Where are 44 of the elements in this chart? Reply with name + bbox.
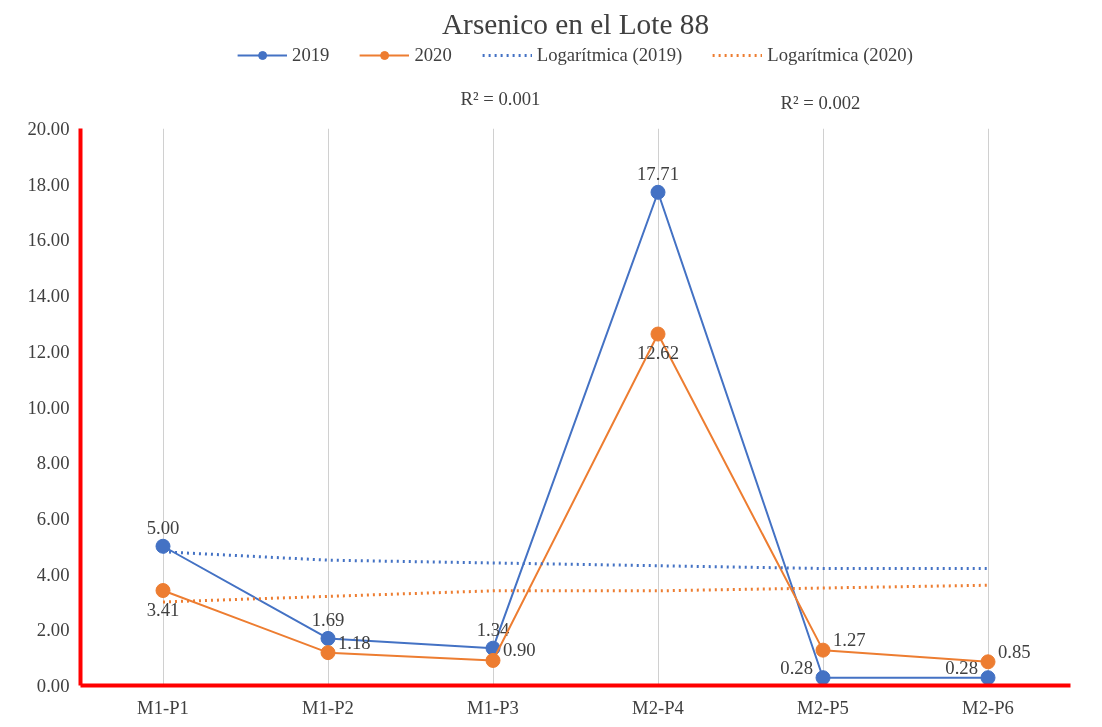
y-tick-label: 12.00: [27, 340, 70, 362]
point: [815, 642, 831, 658]
y-tick-label: 6.00: [36, 507, 70, 529]
point: [980, 654, 996, 670]
data-label: 0.28: [780, 656, 814, 678]
legend-label: Logarítmica (2020): [767, 44, 913, 66]
point: [650, 184, 666, 200]
y-tick-label: 8.00: [36, 452, 70, 474]
point: [155, 538, 171, 554]
data-label: 3.41: [146, 598, 180, 620]
y-tick-label: 0.00: [36, 675, 70, 696]
y-tick-label: 10.00: [27, 396, 70, 418]
x-tick-label: M2-P4: [632, 696, 685, 718]
data-label: 1.27: [833, 629, 866, 651]
x-tick-label: M1-P1: [137, 696, 189, 718]
chart-title: Arsenico en el Lote 88: [441, 7, 710, 40]
legend-label: 2019: [292, 44, 330, 66]
y-tick-label: 16.00: [27, 229, 70, 251]
point: [320, 645, 336, 661]
data-label: 17.71: [637, 163, 679, 185]
y-tick-label: 18.00: [27, 173, 70, 195]
y-tick-label: 4.00: [36, 563, 70, 585]
point: [815, 670, 831, 686]
x-tick-label: M1-P3: [467, 696, 519, 718]
point: [485, 652, 501, 668]
y-tick-label: 14.00: [27, 285, 70, 307]
data-label: 1.69: [311, 609, 345, 631]
data-label: 5.00: [146, 517, 180, 539]
x-tick-label: M1-P2: [302, 696, 354, 718]
x-tick-label: M2-P6: [962, 696, 1014, 718]
data-label: 0.90: [503, 639, 536, 661]
data-label: 0.85: [998, 640, 1031, 662]
text: R² = 0.002: [780, 91, 861, 113]
x-tick-label: M2-P5: [797, 696, 849, 718]
text: R² = 0.001: [460, 87, 541, 109]
y-tick-label: 20.00: [27, 118, 70, 139]
point: [650, 326, 666, 342]
y-tick-label: 2.00: [36, 619, 70, 641]
point: [320, 630, 336, 646]
point: [155, 583, 171, 599]
legend-label: 2020: [414, 44, 452, 66]
point: [980, 670, 996, 686]
data-label: 0.28: [945, 656, 979, 678]
legend-label: Logarítmica (2019): [536, 44, 683, 66]
